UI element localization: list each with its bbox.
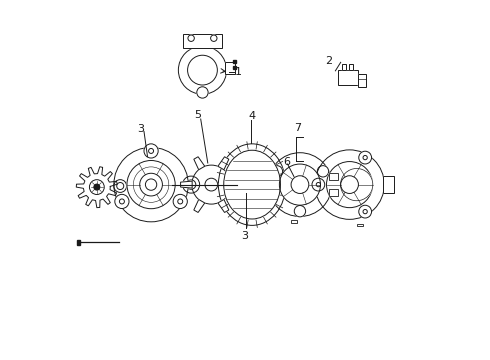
Bar <box>233 60 237 63</box>
Bar <box>358 74 367 87</box>
Text: 7: 7 <box>294 123 301 133</box>
Circle shape <box>94 184 99 190</box>
Circle shape <box>115 194 129 208</box>
Circle shape <box>192 165 231 204</box>
Circle shape <box>359 205 371 218</box>
Bar <box>357 224 363 226</box>
Bar <box>338 70 358 85</box>
Circle shape <box>205 178 218 191</box>
Circle shape <box>127 161 175 209</box>
Polygon shape <box>218 199 229 212</box>
Circle shape <box>90 180 104 194</box>
Bar <box>383 176 394 193</box>
Circle shape <box>294 206 306 217</box>
Bar <box>329 173 338 180</box>
Circle shape <box>291 176 309 193</box>
Bar <box>76 239 80 244</box>
Circle shape <box>318 166 329 177</box>
Text: 3: 3 <box>137 123 144 134</box>
Bar <box>329 189 338 196</box>
Circle shape <box>197 87 208 98</box>
Polygon shape <box>181 181 192 188</box>
Bar <box>225 62 235 74</box>
Circle shape <box>326 162 372 208</box>
Circle shape <box>140 173 162 196</box>
Text: 3: 3 <box>242 231 248 242</box>
Ellipse shape <box>219 144 286 225</box>
Bar <box>329 189 338 196</box>
Circle shape <box>271 166 283 177</box>
Circle shape <box>312 178 325 191</box>
Bar <box>338 70 358 85</box>
Text: 6: 6 <box>283 157 290 167</box>
Bar <box>342 64 346 70</box>
Circle shape <box>173 194 187 208</box>
Bar <box>291 220 297 223</box>
Circle shape <box>279 164 320 205</box>
Ellipse shape <box>224 150 280 219</box>
Text: 1: 1 <box>235 67 242 77</box>
Bar <box>358 74 367 87</box>
Polygon shape <box>230 181 242 188</box>
Polygon shape <box>194 199 205 212</box>
Circle shape <box>315 150 384 219</box>
Bar <box>233 66 237 69</box>
Polygon shape <box>76 167 117 208</box>
Circle shape <box>178 46 226 94</box>
Circle shape <box>183 176 199 193</box>
Circle shape <box>268 153 332 216</box>
Bar <box>291 220 297 223</box>
Bar <box>383 176 394 193</box>
Circle shape <box>114 147 188 222</box>
Text: 4: 4 <box>248 111 256 121</box>
Circle shape <box>341 168 373 201</box>
Circle shape <box>188 35 195 41</box>
Polygon shape <box>218 157 229 170</box>
Circle shape <box>211 35 217 41</box>
Text: 2: 2 <box>325 56 333 66</box>
Bar <box>349 64 353 70</box>
Circle shape <box>144 144 158 158</box>
Bar <box>349 64 353 70</box>
Bar <box>342 64 346 70</box>
Bar <box>225 62 235 74</box>
Bar <box>329 173 338 180</box>
Polygon shape <box>194 157 205 170</box>
Text: 5: 5 <box>195 111 202 121</box>
Circle shape <box>188 55 218 85</box>
Circle shape <box>359 151 371 164</box>
Bar <box>357 224 363 226</box>
FancyBboxPatch shape <box>183 34 222 48</box>
Circle shape <box>114 180 126 192</box>
Circle shape <box>341 176 358 193</box>
